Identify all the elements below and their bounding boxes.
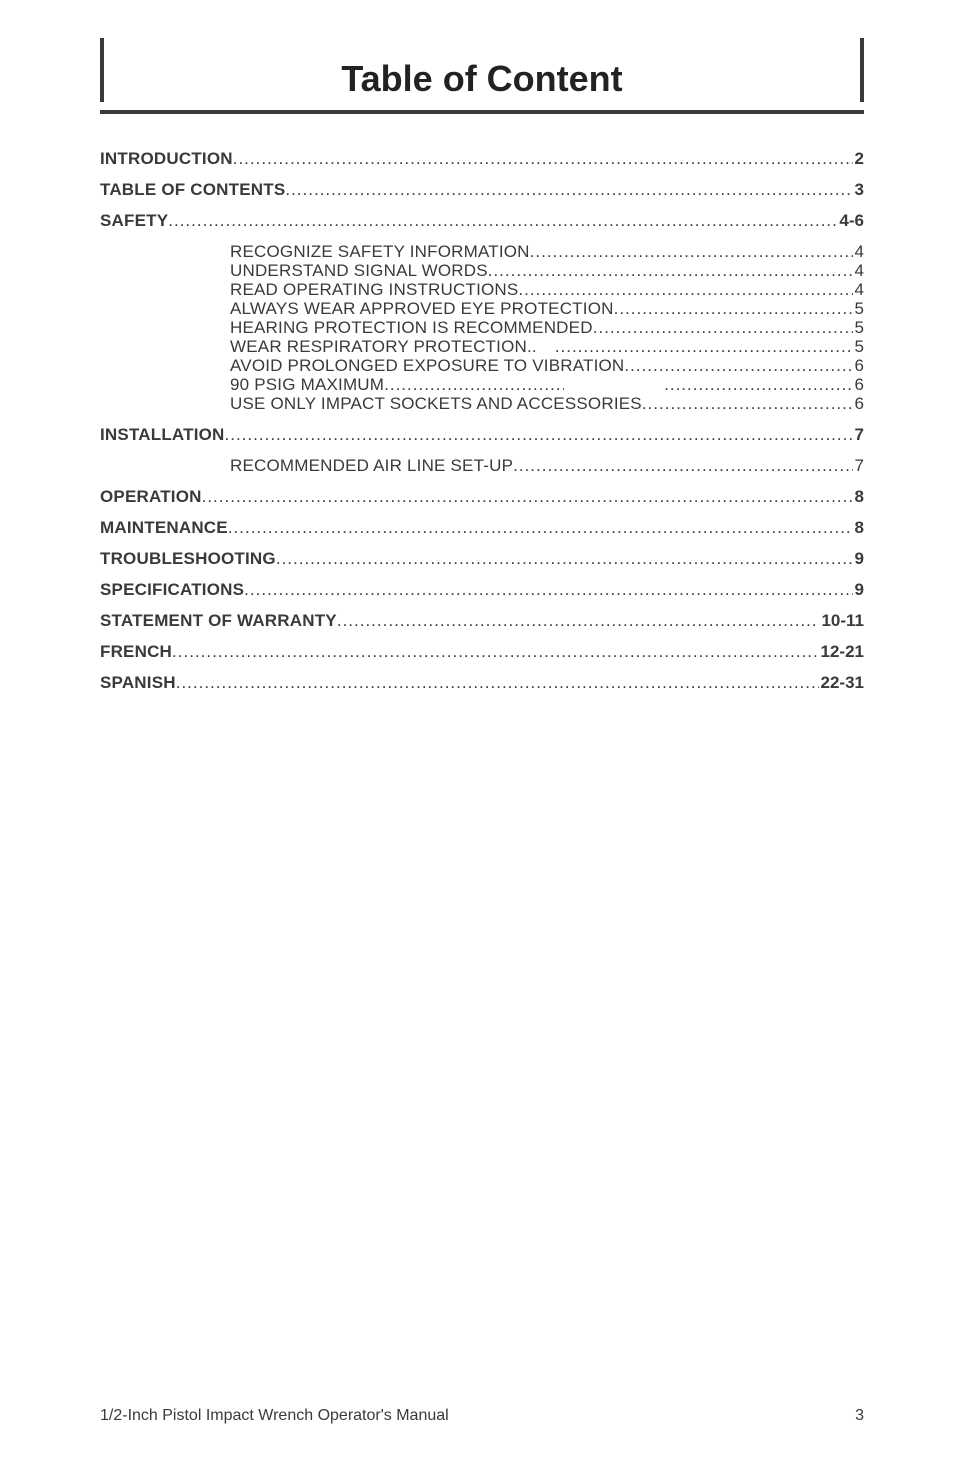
toc-subentry: 90 PSIG MAXIMUM 6 [230, 376, 864, 393]
toc-label: AVOID PROLONGED EXPOSURE TO VIBRATION [230, 357, 624, 374]
toc-leader [384, 376, 564, 393]
toc-page: 8 [853, 488, 864, 505]
toc-subentry: AVOID PROLONGED EXPOSURE TO VIBRATION 6 [230, 357, 864, 374]
toc-leader [530, 243, 853, 260]
toc-page: 6 [853, 357, 864, 374]
toc-entry-introduction: INTRODUCTION 2 [100, 150, 864, 167]
toc-page: 9 [853, 550, 864, 567]
toc-page: 5 [853, 300, 864, 317]
toc-label: ALWAYS WEAR APPROVED EYE PROTECTION [230, 300, 614, 317]
toc-subentry: ALWAYS WEAR APPROVED EYE PROTECTION 5 [230, 300, 864, 317]
toc-page: 8 [853, 519, 864, 536]
table-of-contents: INTRODUCTION 2 TABLE OF CONTENTS 3 SAFET… [100, 150, 864, 691]
toc-leader [337, 612, 820, 629]
toc-subentry: RECOMMENDED AIR LINE SET-UP 7 [230, 457, 864, 474]
toc-leader [228, 519, 853, 536]
toc-page: 2 [853, 150, 864, 167]
toc-leader [285, 181, 852, 198]
toc-leader [172, 643, 818, 660]
toc-leader [233, 150, 853, 167]
toc-page: 22-31 [819, 674, 864, 691]
toc-page: 5 [853, 338, 864, 355]
toc-page: 6 [853, 376, 864, 393]
page-footer: 1/2-Inch Pistol Impact Wrench Operator's… [100, 1407, 864, 1425]
toc-leader [202, 488, 853, 505]
toc-label: READ OPERATING INSTRUCTIONS [230, 281, 518, 298]
page: Table of Content INTRODUCTION 2 TABLE OF… [0, 0, 954, 1475]
toc-label: TROUBLESHOOTING [100, 550, 276, 567]
toc-page: 12-21 [819, 643, 864, 660]
title-block: Table of Content [100, 58, 864, 114]
title-underline [100, 110, 864, 114]
footer-left: 1/2-Inch Pistol Impact Wrench Operator's… [100, 1407, 449, 1425]
toc-label: SPECIFICATIONS [100, 581, 244, 598]
toc-page: 5 [853, 319, 864, 336]
toc-label: SPANISH [100, 674, 176, 691]
toc-subentry: UNDERSTAND SIGNAL WORDS 4 [230, 262, 864, 279]
toc-entry-operation: OPERATION 8 [100, 488, 864, 505]
toc-label: USE ONLY IMPACT SOCKETS AND ACCESSORIES [230, 395, 642, 412]
toc-page: 7 [853, 426, 864, 443]
toc-entry-safety: SAFETY 4-6 [100, 212, 864, 229]
toc-leader [614, 300, 853, 317]
toc-leader [624, 357, 852, 374]
toc-entry-spanish: SPANISH 22-31 [100, 674, 864, 691]
toc-page: 4 [853, 262, 864, 279]
toc-label: 90 PSIG MAXIMUM [230, 376, 384, 393]
title-rule-right [860, 38, 864, 102]
toc-page: 4 [853, 243, 864, 260]
toc-page: 4 [853, 281, 864, 298]
toc-page: 10-11 [819, 612, 864, 629]
toc-label: HEARING PROTECTION IS RECOMMENDED [230, 319, 593, 336]
toc-label: STATEMENT OF WARRANTY [100, 612, 337, 629]
toc-label: INTRODUCTION [100, 150, 233, 167]
toc-leader [176, 674, 819, 691]
toc-entry-french: FRENCH 12-21 [100, 643, 864, 660]
toc-leader [593, 319, 853, 336]
toc-subentry: RECOGNIZE SAFETY INFORMATION 4 [230, 243, 864, 260]
toc-leader [244, 581, 852, 598]
toc-subgroup-installation: RECOMMENDED AIR LINE SET-UP 7 [100, 457, 864, 474]
toc-leader [488, 262, 853, 279]
toc-entry-installation: INSTALLATION 7 [100, 426, 864, 443]
toc-leader [276, 550, 853, 567]
toc-label: TABLE OF CONTENTS [100, 181, 285, 198]
toc-leader [168, 212, 837, 229]
toc-leader [225, 426, 853, 443]
title-rule-left [100, 38, 104, 102]
page-title: Table of Content [100, 58, 864, 100]
toc-entry-warranty: STATEMENT OF WARRANTY 10-11 [100, 612, 864, 629]
toc-label: SAFETY [100, 212, 168, 229]
toc-label: FRENCH [100, 643, 172, 660]
toc-entry-maintenance: MAINTENANCE 8 [100, 519, 864, 536]
toc-page: 7 [853, 457, 864, 474]
toc-label: RECOGNIZE SAFETY INFORMATION [230, 243, 530, 260]
toc-leader [555, 338, 853, 355]
toc-entry-specifications: SPECIFICATIONS 9 [100, 581, 864, 598]
toc-subentry: USE ONLY IMPACT SOCKETS AND ACCESSORIES … [230, 395, 864, 412]
toc-entry-troubleshooting: TROUBLESHOOTING 9 [100, 550, 864, 567]
footer-page-number: 3 [855, 1407, 864, 1425]
toc-page: 4-6 [837, 212, 864, 229]
toc-leader [513, 457, 852, 474]
toc-subgroup-safety: RECOGNIZE SAFETY INFORMATION 4 UNDERSTAN… [100, 243, 864, 412]
toc-page: 6 [853, 395, 864, 412]
toc-subentry: HEARING PROTECTION IS RECOMMENDED 5 [230, 319, 864, 336]
toc-subentry: READ OPERATING INSTRUCTIONS 4 [230, 281, 864, 298]
toc-label: RECOMMENDED AIR LINE SET-UP [230, 457, 513, 474]
toc-entry-table-of-contents: TABLE OF CONTENTS 3 [100, 181, 864, 198]
toc-leader [642, 395, 853, 412]
toc-label: MAINTENANCE [100, 519, 228, 536]
toc-page: 9 [853, 581, 864, 598]
toc-label: UNDERSTAND SIGNAL WORDS [230, 262, 488, 279]
toc-leader [518, 281, 852, 298]
toc-leader [664, 376, 852, 393]
toc-label: WEAR RESPIRATORY PROTECTION.. [230, 338, 537, 355]
toc-label: OPERATION [100, 488, 202, 505]
toc-label: INSTALLATION [100, 426, 225, 443]
toc-subentry: WEAR RESPIRATORY PROTECTION.. 5 [230, 338, 864, 355]
toc-page: 3 [853, 181, 864, 198]
